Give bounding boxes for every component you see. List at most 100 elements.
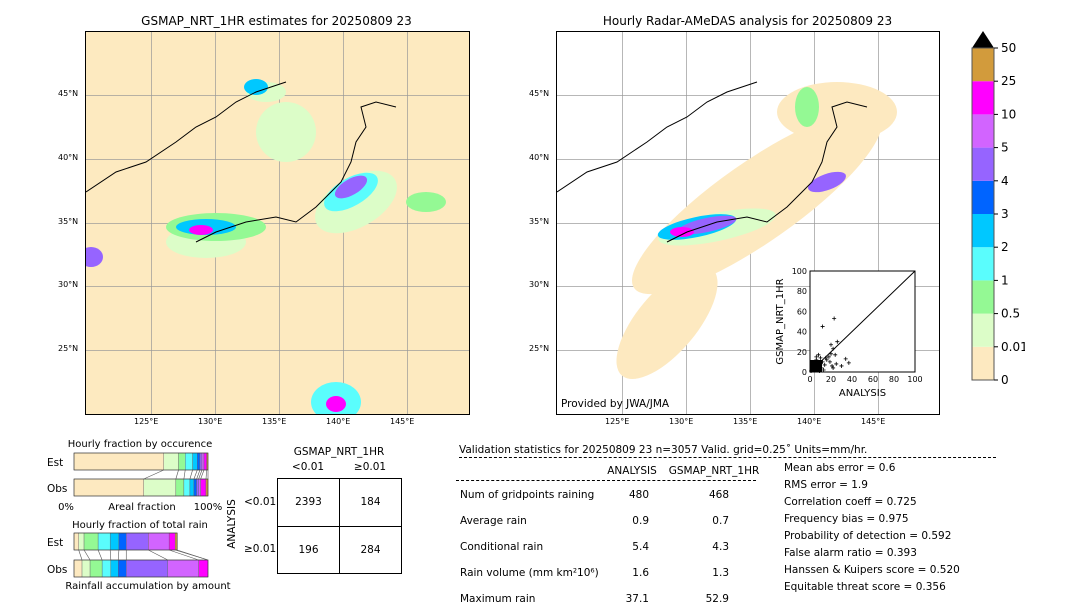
x-tick-label: 40 bbox=[847, 375, 857, 384]
fraction-segment bbox=[73, 559, 83, 578]
gridline bbox=[557, 286, 939, 288]
colorbar-tick-label: 1 bbox=[1001, 273, 1009, 287]
colorbar-tick-label: 0.5 bbox=[1001, 307, 1020, 321]
stat-label: Average rain bbox=[460, 515, 527, 527]
lon-tick-label: 140°E bbox=[797, 417, 822, 426]
lon-tick-label: 140°E bbox=[326, 417, 351, 426]
stat-value: 468 bbox=[708, 489, 729, 501]
fraction-bar-frame bbox=[73, 559, 209, 578]
colorbar-tick-label: 4 bbox=[1001, 174, 1009, 188]
fraction-segment bbox=[201, 452, 205, 471]
colorbar-tick-label: 10 bbox=[1001, 107, 1016, 121]
fraction-segment bbox=[178, 452, 186, 471]
rain-area bbox=[777, 82, 897, 142]
stat-label: Maximum rain bbox=[460, 593, 536, 605]
fraction-segment bbox=[196, 478, 199, 497]
lon-tick-label: 145°E bbox=[861, 417, 886, 426]
x-tick-label: 100 bbox=[907, 375, 922, 384]
row-label: ≥0.01 bbox=[244, 543, 277, 555]
scatter-inset: 0 20 40 60 80 100 0 20 40 60 80 100 ANALYSIS GSMAP_NR… bbox=[775, 267, 923, 399]
scatter-point bbox=[843, 356, 848, 361]
colorbar-tick-label: 2 bbox=[1001, 240, 1009, 254]
scatter-point bbox=[832, 316, 837, 321]
scatter-point bbox=[822, 362, 827, 367]
fraction-segment bbox=[148, 532, 170, 551]
fraction-segment bbox=[81, 559, 91, 578]
connector-line bbox=[97, 549, 103, 561]
fraction-segment bbox=[168, 532, 176, 551]
stat-value: 480 bbox=[628, 489, 649, 501]
rain-field bbox=[86, 79, 446, 414]
lat-tick-label: 35°N bbox=[529, 216, 550, 226]
fraction-segment bbox=[198, 559, 209, 578]
connector-line bbox=[198, 469, 203, 480]
rain-area bbox=[795, 87, 819, 127]
scatter-point bbox=[835, 339, 840, 344]
fraction-segment bbox=[183, 478, 191, 497]
coastline bbox=[557, 81, 758, 193]
colorbar-tick-label: 25 bbox=[1001, 74, 1016, 88]
bar-category-label: Est bbox=[47, 457, 63, 469]
col-label: <0.01 bbox=[291, 461, 325, 473]
scatter-point bbox=[831, 346, 836, 351]
colorbar-extend-arrow bbox=[972, 31, 994, 48]
rain-area bbox=[334, 175, 368, 199]
scatter-point bbox=[816, 352, 821, 357]
fraction-segment bbox=[78, 532, 85, 551]
connector-line bbox=[177, 549, 209, 561]
total-rain-xlabel: Rainfall accumulation by amount bbox=[65, 581, 230, 592]
divider bbox=[459, 457, 996, 458]
y-tick-label: 20 bbox=[797, 348, 807, 357]
fraction-segment bbox=[73, 532, 79, 551]
validation-header: Validation statistics for 20250809 23 n=… bbox=[459, 444, 868, 456]
connector-line bbox=[196, 469, 201, 480]
connector-line bbox=[83, 549, 91, 561]
rain-area bbox=[189, 225, 213, 235]
rain-area bbox=[670, 227, 694, 237]
scatter-point bbox=[834, 361, 839, 366]
stat-value: 37.1 bbox=[625, 593, 649, 605]
lat-tick-label: 25°N bbox=[58, 344, 79, 354]
lon-tick-label: 135°E bbox=[262, 417, 287, 426]
lat-tick-label: 35°N bbox=[58, 216, 79, 226]
scatter-point bbox=[831, 365, 836, 370]
scatter-point bbox=[823, 355, 828, 360]
colorbar-segment bbox=[972, 147, 994, 181]
stat-value: 1.6 bbox=[632, 567, 649, 579]
colorbar-segment bbox=[972, 313, 994, 347]
lat-tick-label: 45°N bbox=[58, 89, 79, 98]
scatter-point bbox=[826, 354, 831, 359]
cell: 184 bbox=[360, 496, 381, 508]
colorbar-tick-label: 3 bbox=[1001, 207, 1009, 221]
x-tick-label: 0% bbox=[58, 502, 74, 513]
fraction-segment bbox=[163, 452, 179, 471]
fraction-segment bbox=[205, 478, 209, 497]
stat-value: 1.3 bbox=[712, 567, 729, 579]
rain-area bbox=[632, 109, 882, 295]
contingency-table: 2393 184 196 284 bbox=[277, 478, 402, 574]
fraction-segment bbox=[198, 478, 201, 497]
colorbar-segment bbox=[972, 81, 994, 115]
fraction-segment bbox=[118, 559, 127, 578]
fraction-bar-frame bbox=[73, 532, 178, 551]
score: Correlation coeff = 0.725 bbox=[784, 496, 917, 508]
x-tick-label: 20 bbox=[826, 375, 836, 384]
gridline bbox=[557, 158, 939, 160]
colorbar-segment bbox=[972, 48, 994, 82]
map2-title: Hourly Radar-AMeDAS analysis for 2025080… bbox=[602, 14, 893, 28]
fraction-segment bbox=[143, 478, 177, 497]
lat-tick-label: 30°N bbox=[529, 280, 550, 290]
rain-area bbox=[256, 102, 316, 162]
fraction-segment bbox=[167, 559, 199, 578]
fraction-segment bbox=[203, 452, 207, 471]
fraction-segment bbox=[109, 532, 120, 551]
y-tick-label: 60 bbox=[797, 307, 807, 316]
colorbar-segment bbox=[972, 114, 994, 148]
rain-area bbox=[86, 247, 103, 267]
y-tick-label: 80 bbox=[797, 287, 807, 296]
lon-tick-label: 130°E bbox=[198, 417, 223, 426]
rain-area bbox=[406, 192, 446, 212]
gridline bbox=[86, 286, 469, 288]
fraction-bar-frame bbox=[73, 478, 209, 497]
